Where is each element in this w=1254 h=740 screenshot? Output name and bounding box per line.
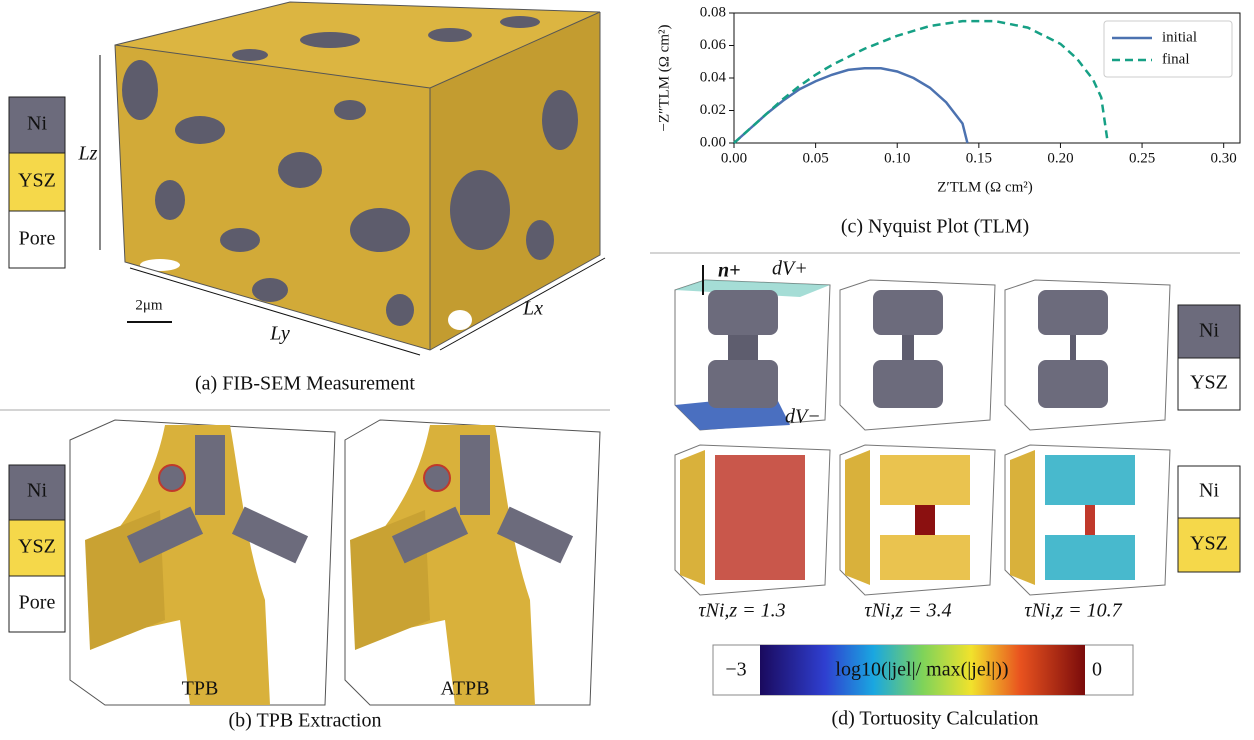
dimension-label: Lz [78, 143, 98, 165]
panel-a: Ni YSZ Pore Lz Ly Lx 2μm (a) FIB-SEM Mea… [9, 2, 605, 395]
caption: (a) FIB-SEM Measurement [195, 373, 415, 395]
legend-label: final [1162, 51, 1190, 67]
x-tick-label: 0.30 [1211, 150, 1237, 166]
legend-label: YSZ [18, 170, 56, 192]
y-axis-label: −Z″TLM (Ω cm²) [656, 25, 672, 132]
dimension-label: Lx [522, 298, 543, 320]
streamline-row [675, 445, 1170, 595]
legend-label: YSZ [18, 536, 56, 558]
caption: (d) Tortuosity Calculation [831, 708, 1038, 730]
dimension-label: Ly [269, 323, 290, 345]
atpb-render [345, 420, 600, 705]
colorbar-min: −3 [725, 659, 746, 681]
y-tick-label: 0.02 [700, 102, 726, 118]
legend-label: Ni [1199, 480, 1219, 502]
legend-label: Pore [19, 228, 56, 250]
legend-label: Ni [27, 480, 47, 502]
panel-d: n+ dV+ dV− Ni YSZ Ni YSZ τNi,z = 1.3 τNi… [675, 258, 1240, 730]
tpb-render [70, 420, 335, 705]
figure: Ni YSZ Pore Lz Ly Lx 2μm (a) FIB-SEM Mea… [0, 0, 1254, 740]
y-tick-label: 0.04 [700, 69, 727, 85]
annotation: dV− [785, 406, 821, 428]
colorbar-max: 0 [1092, 659, 1102, 681]
legend-label: Ni [27, 113, 47, 135]
legend-label: initial [1162, 29, 1197, 45]
annotation: dV+ [772, 258, 808, 280]
tortuosity-label: τNi,z = 10.7 [1024, 600, 1122, 622]
y-tick-label: 0.06 [700, 37, 727, 53]
x-axis-label: Z′TLM (Ω cm²) [937, 179, 1033, 195]
caption: (b) TPB Extraction [229, 710, 382, 732]
x-tick-label: 0.05 [802, 150, 828, 166]
legend-label: Pore [19, 592, 56, 614]
legend-label: YSZ [1190, 372, 1228, 394]
y-tick-label: 0.08 [700, 4, 726, 20]
nyquist-plot: Z′TLM (Ω cm²) −Z″TLM (Ω cm²) (c) Nyquist… [656, 4, 1240, 237]
tortuosity-label: τNi,z = 3.4 [864, 600, 951, 622]
panel-b: Ni YSZ Pore TPB ATPB (b) TPB Extraction [9, 420, 600, 732]
caption: (c) Nyquist Plot (TLM) [841, 216, 1029, 238]
y-tick-label: 0.00 [700, 134, 726, 150]
colorbar-label: log10(|jel|/ max(|jel|)) [835, 659, 1008, 681]
render-label: TPB [182, 678, 219, 700]
scale-bar-label: 2μm [135, 297, 163, 313]
x-tick-label: 0.25 [1129, 150, 1155, 166]
tortuosity-label: τNi,z = 1.3 [698, 600, 785, 622]
legend-label: Ni [1199, 320, 1219, 342]
x-tick-label: 0.15 [966, 150, 992, 166]
x-tick-label: 0.00 [721, 150, 747, 166]
series-line [734, 68, 967, 143]
geometry-row [675, 265, 1170, 430]
legend-label: YSZ [1190, 533, 1228, 555]
render-label: ATPB [441, 678, 490, 700]
x-tick-label: 0.10 [884, 150, 910, 166]
x-tick-label: 0.20 [1047, 150, 1073, 166]
annotation: n+ [718, 260, 741, 282]
